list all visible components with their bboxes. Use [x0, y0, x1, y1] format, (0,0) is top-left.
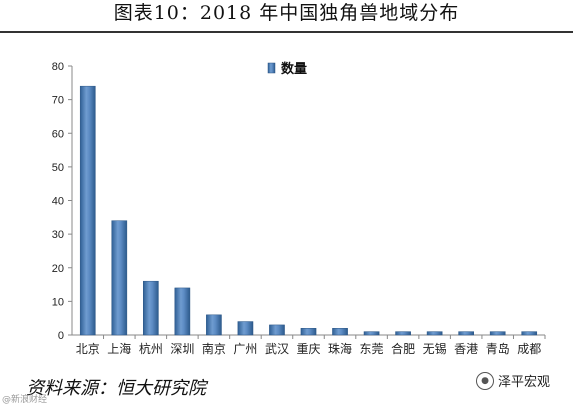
x-tick-label: 广州: [233, 342, 257, 356]
bar: [269, 324, 285, 336]
y-tick-label: 40: [52, 196, 64, 208]
bar: [363, 331, 380, 336]
legend: 数量: [267, 61, 307, 77]
bar-chart: 北京 上海 杭州 深圳 南京 广州 武汉 重庆 珠海 东莞 合肥 无锡 香港 青岛 成都 0 10 20 30 40…: [52, 61, 546, 356]
y-tick-label: 50: [52, 162, 64, 174]
x-tick-label: 无锡: [423, 341, 447, 356]
x-tick-label: 武汉: [265, 342, 289, 356]
x-tick-label: 上海: [107, 341, 131, 356]
x-tick-label: 深圳: [170, 342, 194, 356]
bar: [206, 314, 222, 336]
bar-group: [79, 85, 538, 336]
bar: [521, 331, 538, 336]
bar: [237, 321, 254, 336]
y-tick-label: 30: [52, 229, 64, 241]
bar: [174, 287, 191, 336]
y-tick-label: 0: [58, 330, 64, 342]
bar: [332, 328, 348, 336]
watermark: @新浪财经: [2, 395, 48, 405]
y-tick-label: 80: [52, 61, 64, 73]
legend-swatch: [267, 62, 276, 74]
brand-name: 泽平宏观: [498, 375, 551, 390]
y-tick-label: 10: [52, 296, 64, 308]
y-tick-label: 60: [52, 128, 64, 140]
y-tick-label: 20: [52, 263, 64, 275]
bar: [395, 331, 411, 336]
y-tick-labels: 0 10 20 30 40 50 60 70 80: [52, 61, 64, 342]
bar: [111, 220, 128, 336]
bar: [79, 85, 96, 336]
x-tick-label: 珠海: [328, 341, 352, 356]
x-tick-label: 南京: [202, 341, 226, 356]
legend-label: 数量: [281, 61, 307, 77]
x-tick-labels: 北京 上海 杭州 深圳 南京 广州 武汉 重庆 珠海 东莞 合肥 无锡 香港 青岛 成都: [76, 341, 541, 356]
x-tick-label: 北京: [76, 342, 100, 356]
x-tick-label: 东莞: [360, 342, 384, 356]
bar: [489, 331, 506, 336]
x-tick-label: 合肥: [391, 341, 415, 356]
wechat-icon: ●: [476, 371, 494, 390]
y-tick-label: 70: [52, 95, 64, 107]
bar: [426, 331, 443, 336]
bar: [300, 328, 317, 336]
bar: [143, 280, 159, 336]
bar: [458, 331, 474, 336]
x-tick-label: 杭州: [139, 341, 163, 356]
chart-axes: [68, 65, 546, 339]
source-note: 资料来源：恒大研究院: [26, 378, 206, 399]
x-tick-label: 成都: [517, 342, 541, 356]
chart-title: 图表10：2018 年中国独角兽地域分布: [113, 2, 460, 24]
title-divider: [0, 31, 573, 33]
x-tick-label: 香港: [454, 342, 478, 356]
x-tick-label: 重庆: [296, 342, 320, 356]
brand-badge: ● 泽平宏观: [476, 371, 550, 390]
x-tick-label: 青岛: [486, 341, 510, 356]
